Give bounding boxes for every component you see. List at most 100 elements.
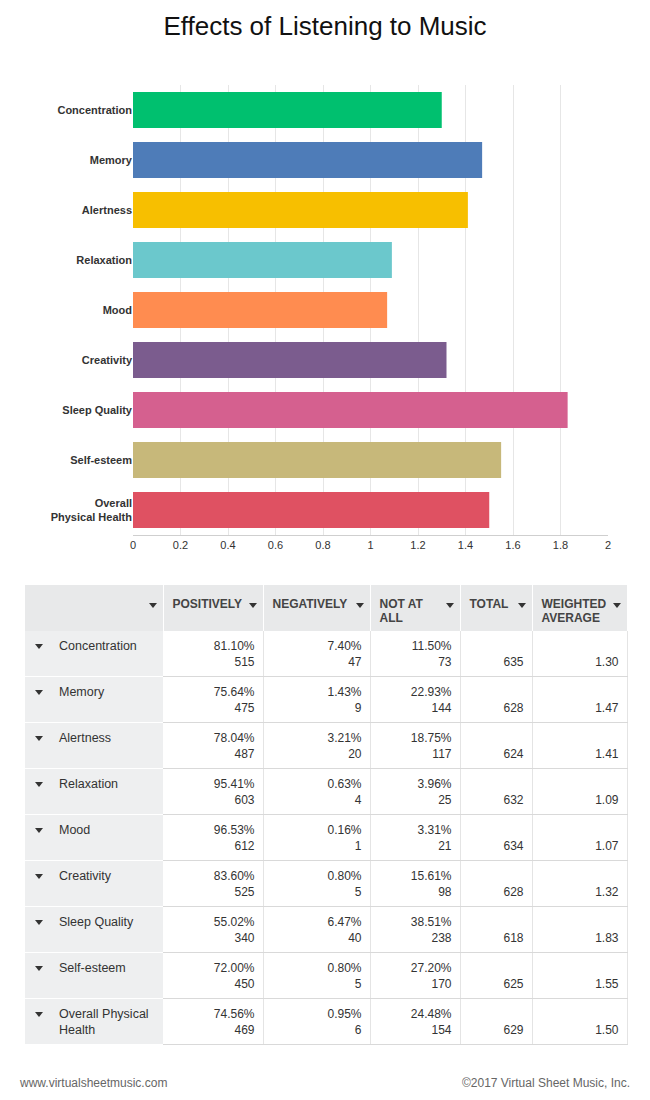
- html-text:1.07: 1.07: [595, 839, 619, 853]
- html-text:15.61%: 15.61%: [410, 869, 452, 883]
- html-text:603: 603: [234, 793, 255, 807]
- svg-text:1.4: 1.4: [458, 539, 473, 551]
- svg-text:Memory: Memory: [90, 154, 133, 166]
- html-text:NEGATIVELY: NEGATIVELY: [272, 597, 348, 611]
- html-text:47: 47: [348, 655, 362, 669]
- html-text:75.64%: 75.64%: [213, 685, 255, 699]
- html-text:1.32: 1.32: [595, 885, 619, 899]
- svg-text:1.2: 1.2: [410, 539, 425, 551]
- svg-text:Self-esteem: Self-esteem: [70, 454, 132, 466]
- html-text:625: 625: [503, 977, 524, 991]
- svg-text:0.6: 0.6: [268, 539, 283, 551]
- html-text:27.20%: 27.20%: [410, 961, 452, 975]
- html-text:20: 20: [348, 747, 362, 761]
- svg-text:Sleep Quality: Sleep Quality: [62, 404, 133, 416]
- svg-text:1.6: 1.6: [505, 539, 520, 551]
- html-text:25: 25: [438, 793, 452, 807]
- svg-text:0.8: 0.8: [315, 539, 330, 551]
- html-text:7.40%: 7.40%: [327, 639, 362, 653]
- html-text:Relaxation: Relaxation: [59, 777, 119, 791]
- html-text:22.93%: 22.93%: [410, 685, 452, 699]
- html-text:Sleep Quality: Sleep Quality: [59, 915, 134, 929]
- svg-text:Alertness: Alertness: [82, 204, 132, 216]
- html-text:81.10%: 81.10%: [213, 639, 255, 653]
- svg-text:2: 2: [605, 539, 611, 551]
- html-text:24.48%: 24.48%: [410, 1007, 452, 1021]
- html-text:74.56%: 74.56%: [213, 1007, 255, 1021]
- svg-text:Concentration: Concentration: [57, 104, 132, 116]
- html-text:340: 340: [234, 931, 255, 945]
- html-text:0.16%: 0.16%: [327, 823, 362, 837]
- svg-text:OverallPhysical Health: OverallPhysical Health: [51, 497, 133, 523]
- html-text:475: 475: [234, 701, 255, 715]
- html-text:Memory: Memory: [59, 685, 105, 699]
- html-text:3.96%: 3.96%: [417, 777, 452, 791]
- html-text:1.55: 1.55: [595, 977, 619, 991]
- html-text:525: 525: [234, 885, 255, 899]
- html-text:635: 635: [503, 655, 524, 669]
- svg-text:1.8: 1.8: [553, 539, 568, 551]
- html-text:0.95%: 0.95%: [327, 1007, 362, 1021]
- html-text:1.83: 1.83: [595, 931, 619, 945]
- html-text:487: 487: [234, 747, 255, 761]
- svg-text:0.4: 0.4: [220, 539, 235, 551]
- html-text:18.75%: 18.75%: [410, 731, 452, 745]
- html-text:TOTAL: TOTAL: [469, 597, 509, 611]
- html-text:0.63%: 0.63%: [327, 777, 362, 791]
- html-text:612: 612: [234, 839, 255, 853]
- html-text:1.43%: 1.43%: [327, 685, 362, 699]
- html-text:Mood: Mood: [59, 823, 91, 837]
- html-text:515: 515: [234, 655, 255, 669]
- svg-text:1: 1: [367, 539, 373, 551]
- html-text:634: 634: [503, 839, 524, 853]
- html-text:78.04%: 78.04%: [213, 731, 255, 745]
- html-text:170: 170: [431, 977, 452, 991]
- html-text:40: 40: [348, 931, 362, 945]
- svg-text:Effects of Listening to Music: Effects of Listening to Music: [163, 11, 486, 41]
- html-text:117: 117: [432, 747, 452, 761]
- html-text:73: 73: [438, 655, 452, 669]
- html-text:629: 629: [503, 1023, 524, 1037]
- html-text:238: 238: [431, 931, 452, 945]
- html-text:WEIGHTED AVERAGE: WEIGHTED AVERAGE: [541, 597, 607, 625]
- html-text:55.02%: 55.02%: [213, 915, 255, 929]
- html-text:72.00%: 72.00%: [213, 961, 255, 975]
- html-text:0.80%: 0.80%: [327, 869, 362, 883]
- svg-text:Mood: Mood: [103, 304, 132, 316]
- html-text:Concentration: Concentration: [59, 639, 137, 653]
- html-text:Self-esteem: Self-esteem: [59, 961, 126, 975]
- html-text:618: 618: [503, 931, 524, 945]
- html-text:632: 632: [503, 793, 524, 807]
- html-text:450: 450: [234, 977, 255, 991]
- html-text:11.50%: 11.50%: [411, 639, 452, 653]
- html-text:NOT AT ALL: NOT AT ALL: [379, 597, 423, 625]
- html-text:144: 144: [431, 701, 452, 715]
- html-text:3.31%: 3.31%: [417, 823, 452, 837]
- html-text:154: 154: [431, 1023, 452, 1037]
- html-text:98: 98: [438, 885, 452, 899]
- html-text:0.80%: 0.80%: [327, 961, 362, 975]
- html-text:624: 624: [503, 747, 524, 761]
- html-text:628: 628: [503, 885, 524, 899]
- svg-text:0.2: 0.2: [173, 539, 188, 551]
- html-text:96.53%: 96.53%: [213, 823, 255, 837]
- html-text:21: 21: [438, 839, 452, 853]
- svg-text:Relaxation: Relaxation: [76, 254, 132, 266]
- html-text:3.21%: 3.21%: [327, 731, 362, 745]
- svg-text:0: 0: [130, 539, 136, 551]
- html-text:1.41: 1.41: [595, 747, 619, 761]
- html-text:1.47: 1.47: [595, 701, 619, 715]
- html-text:POSITIVELY: POSITIVELY: [172, 597, 243, 611]
- html-text:Alertness: Alertness: [59, 731, 112, 745]
- html-text:1.30: 1.30: [595, 655, 619, 669]
- html-text:38.51%: 38.51%: [410, 915, 452, 929]
- html-text:95.41%: 95.41%: [213, 777, 255, 791]
- html-text:83.60%: 83.60%: [213, 869, 255, 883]
- html-text:1.09: 1.09: [595, 793, 619, 807]
- svg-text:Creativity: Creativity: [82, 354, 133, 366]
- html-text:6.47%: 6.47%: [327, 915, 362, 929]
- html-text:628: 628: [503, 701, 524, 715]
- html-text:469: 469: [234, 1023, 255, 1037]
- html-text:Overall Physical Health: Overall Physical Health: [59, 1007, 149, 1037]
- html-text:Creativity: Creativity: [59, 869, 112, 883]
